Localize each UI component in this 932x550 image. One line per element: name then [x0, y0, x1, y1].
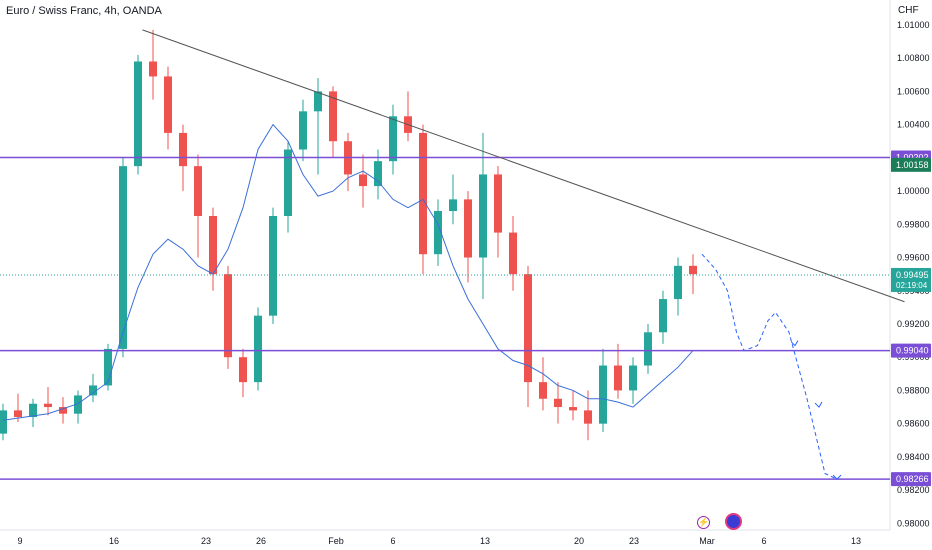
candle-body — [479, 174, 487, 258]
x-tick-label: 16 — [109, 536, 119, 546]
record-icon[interactable] — [727, 515, 740, 528]
x-tick-label: 9 — [17, 536, 22, 546]
candle-body — [329, 91, 337, 142]
current-price-tag — [891, 267, 931, 292]
candle-body — [524, 274, 532, 383]
lightning-icon[interactable]: ⚡ — [697, 516, 710, 529]
y-tick-label: 1.00800 — [897, 53, 930, 63]
current-price-label: 0.99495 — [896, 270, 929, 280]
level-price-tag — [891, 343, 931, 358]
projection-arrowhead — [814, 401, 823, 408]
plot-area — [0, 0, 890, 530]
candle-body — [269, 215, 277, 316]
candle-body — [554, 398, 562, 408]
candle-body — [149, 61, 157, 77]
y-tick-label: 0.98400 — [897, 452, 930, 462]
projection-arrowhead — [832, 474, 842, 480]
candle-body — [374, 161, 382, 187]
price-label: 1.00158 — [896, 160, 929, 170]
projection-arrowhead — [790, 340, 799, 347]
y-tick-label: 1.00400 — [897, 120, 930, 130]
candle-body — [254, 315, 262, 383]
x-tick-label: 6 — [390, 536, 395, 546]
level-price-label: 0.99040 — [896, 346, 929, 356]
candle-body — [434, 211, 442, 255]
candle-body — [89, 385, 97, 396]
candle-body — [44, 403, 52, 408]
candle-body — [659, 299, 667, 333]
bar-countdown-label: 02:19:04 — [896, 281, 928, 290]
candle-body — [389, 116, 397, 162]
candle-body — [284, 149, 292, 216]
candle-body — [194, 166, 202, 216]
candle-body — [464, 199, 472, 258]
x-tick-label: 23 — [201, 536, 211, 546]
candle-body — [539, 382, 547, 399]
price-tag — [891, 157, 931, 172]
y-tick-label: 0.98600 — [897, 419, 930, 429]
candle-body — [314, 91, 322, 112]
candle-body — [239, 357, 247, 383]
currency-label: CHF — [898, 5, 919, 16]
y-tick-label: 0.98200 — [897, 485, 930, 495]
y-tick-label: 1.00000 — [897, 186, 930, 196]
candle-body — [509, 232, 517, 275]
candle-body — [134, 61, 142, 167]
y-tick-label: 0.99200 — [897, 319, 930, 329]
candle-body — [224, 274, 232, 358]
level-price-label: 0.98266 — [896, 474, 929, 484]
candle-body — [59, 407, 67, 414]
x-tick-label: 6 — [761, 536, 766, 546]
level-price-tag — [891, 472, 931, 487]
x-tick-label: 13 — [480, 536, 490, 546]
candle-body — [29, 403, 37, 418]
trend-line — [142, 29, 905, 303]
x-tick-label: 13 — [851, 536, 861, 546]
candle-body — [14, 410, 22, 418]
x-tick-label: Feb — [328, 536, 344, 546]
y-tick-label: 1.00600 — [897, 86, 930, 96]
candle-body — [359, 174, 367, 187]
level-price-label: 1.00202 — [896, 153, 929, 163]
candle-body — [629, 365, 637, 391]
candle-body — [209, 215, 217, 275]
x-tick-label: 26 — [256, 536, 266, 546]
candle-body — [494, 174, 502, 233]
candle-body — [179, 132, 187, 167]
candle-body — [0, 410, 7, 434]
candle-body — [449, 199, 457, 212]
candle-body — [614, 365, 622, 391]
candle-body — [74, 395, 82, 414]
candle-body — [569, 407, 577, 411]
candle-body — [599, 365, 607, 424]
y-tick-label: 0.99600 — [897, 253, 930, 263]
candle-body — [299, 111, 307, 150]
chart-title: Euro / Swiss Franc, 4h, OANDA — [6, 5, 162, 17]
x-tick-label: Mar — [699, 536, 715, 546]
candle-body — [119, 166, 127, 349]
x-tick-label: 20 — [574, 536, 584, 546]
candle-body — [419, 132, 427, 255]
y-tick-label: 1.01000 — [897, 20, 930, 30]
candle-body — [689, 265, 697, 275]
candle-body — [584, 410, 592, 424]
candle-body — [644, 332, 652, 366]
x-tick-label: 23 — [629, 536, 639, 546]
projection-path — [701, 253, 838, 480]
y-tick-label: 0.98000 — [897, 518, 930, 528]
candle-body — [104, 348, 112, 386]
candle-body — [674, 265, 682, 300]
y-tick-label: 0.98800 — [897, 385, 930, 395]
candle-body — [164, 76, 172, 133]
moving-average-line — [2, 123, 694, 421]
y-tick-label: 0.99800 — [897, 219, 930, 229]
